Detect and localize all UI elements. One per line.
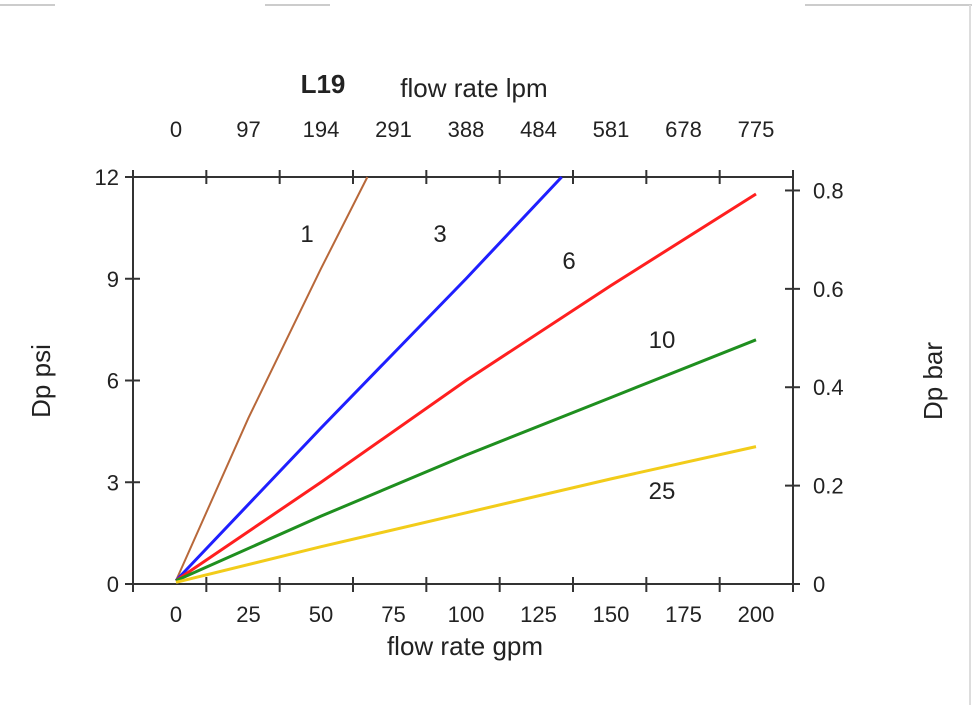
- series-line-1: [175, 176, 369, 582]
- series-line-6: [175, 192, 757, 582]
- y-tick-label: 0: [107, 572, 119, 597]
- x-tick-label: 125: [520, 602, 557, 627]
- y-tick-label: 12: [95, 165, 119, 190]
- series-line-25: [175, 445, 757, 584]
- x-tick-label: 75: [381, 602, 405, 627]
- series-label: 10: [649, 327, 676, 354]
- chart-title-bold: L19: [301, 69, 346, 99]
- x-tick-label: 200: [738, 602, 775, 627]
- series-label: 1: [300, 221, 313, 248]
- y-right-tick-label: 0.8: [813, 178, 844, 203]
- chart-title: flow rate lpm: [400, 73, 547, 103]
- x-axis-label: flow rate gpm: [387, 631, 543, 661]
- x-tick-label: 25: [236, 602, 260, 627]
- series-line-3: [174, 175, 563, 582]
- y-right-tick-label: 0: [813, 572, 825, 597]
- y-tick-label: 6: [107, 369, 119, 394]
- x-top-tick-label: 775: [738, 117, 775, 142]
- series-label: 6: [562, 248, 575, 275]
- axes: [125, 170, 800, 592]
- x-top-tick-label: 581: [593, 117, 630, 142]
- series-line-10: [175, 338, 757, 582]
- y-tick-label: 3: [107, 470, 119, 495]
- y-right-axis-label: Dp bar: [918, 342, 948, 420]
- x-tick-label: 0: [170, 602, 182, 627]
- series-group: [174, 175, 757, 584]
- x-tick-label: 175: [665, 602, 702, 627]
- y-right-tick-label: 0.6: [813, 277, 844, 302]
- x-top-tick-label: 0: [170, 117, 182, 142]
- y-right-tick-label: 0.4: [813, 375, 844, 400]
- series-label: 3: [433, 221, 446, 248]
- x-tick-label: 50: [309, 602, 333, 627]
- x-tick-label: 100: [448, 602, 485, 627]
- x-top-tick-label: 97: [236, 117, 260, 142]
- y-tick-label: 9: [107, 267, 119, 292]
- y-axis-label: Dp psi: [26, 344, 56, 418]
- x-top-tick-label: 484: [520, 117, 557, 142]
- x-top-tick-label: 291: [375, 117, 412, 142]
- frame-lines: [0, 4, 972, 705]
- series-label: 25: [649, 478, 676, 505]
- x-top-tick-label: 388: [448, 117, 485, 142]
- x-tick-label: 150: [593, 602, 630, 627]
- y-right-tick-label: 0.2: [813, 474, 844, 499]
- x-top-tick-label: 678: [665, 117, 702, 142]
- x-top-tick-label: 194: [303, 117, 340, 142]
